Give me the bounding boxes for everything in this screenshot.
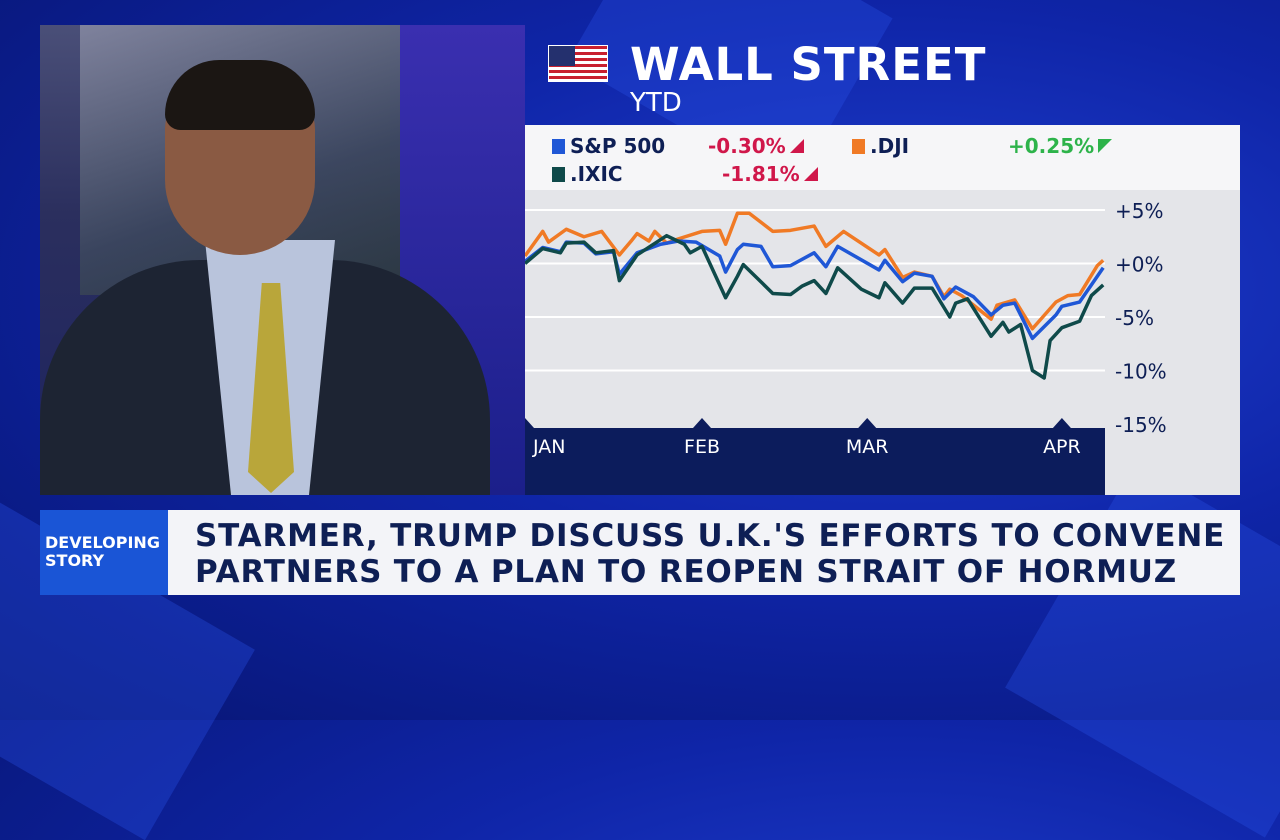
y-tick-label: -10%	[1115, 360, 1167, 384]
legend-label: S&P 500	[570, 134, 666, 158]
ytd-line-chart: JAN FEB MAR APR +5% +0% -5% -10% -15%	[525, 190, 1240, 495]
legend-item-dji: .DJI	[852, 134, 909, 158]
x-tick-label: APR	[1043, 436, 1081, 458]
legend-swatch	[552, 166, 565, 182]
y-tick-label: -15%	[1115, 413, 1167, 437]
legend-change-ixic: -1.81%	[722, 162, 818, 186]
x-tick-marker	[693, 418, 711, 428]
chart-legend: S&P 500 -0.30% .DJI +0.25% .IXIC -1.81%	[525, 125, 1240, 190]
tag-line: STORY	[45, 551, 105, 570]
headline-line: STARMER, TRUMP DISCUSS U.K.'S EFFORTS TO…	[195, 518, 1226, 554]
change-value: -1.81%	[722, 162, 800, 186]
us-flag-icon	[548, 45, 608, 82]
legend-swatch	[552, 138, 565, 154]
x-tick-marker	[525, 418, 534, 428]
developing-story-tag: DEVELOPING STORY	[40, 510, 168, 595]
y-tick-label: -5%	[1115, 306, 1154, 330]
x-tick-label: MAR	[846, 436, 889, 458]
series-line-dji	[525, 211, 1105, 331]
presenter-hair	[165, 60, 315, 130]
change-value: -0.30%	[708, 134, 786, 158]
presenter-video-feed	[40, 25, 525, 495]
change-value: +0.25%	[1008, 134, 1095, 158]
legend-item-sp500: S&P 500	[552, 134, 665, 158]
legend-change-sp500: -0.30%	[708, 134, 804, 158]
y-tick-label: +5%	[1115, 199, 1164, 223]
headline-banner: STARMER, TRUMP DISCUSS U.K.'S EFFORTS TO…	[168, 510, 1240, 595]
x-tick-marker	[1052, 418, 1071, 428]
x-tick-marker	[858, 418, 877, 428]
x-tick-label: JAN	[532, 436, 565, 458]
down-triangle-icon	[803, 167, 818, 181]
legend-swatch	[852, 138, 865, 154]
legend-item-ixic: .IXIC	[552, 162, 623, 186]
headline-line: PARTNERS TO A PLAN TO REOPEN STRAIT OF H…	[195, 554, 1177, 590]
x-tick-label: FEB	[684, 436, 720, 458]
x-axis-band	[525, 428, 1105, 495]
legend-label: .IXIC	[570, 162, 623, 186]
up-triangle-icon	[1098, 139, 1113, 153]
legend-label: .DJI	[870, 134, 910, 158]
graphic-subtitle: YTD	[630, 88, 682, 118]
legend-change-dji: +0.25%	[1008, 134, 1113, 158]
graphic-title: WALL STREET	[630, 38, 987, 91]
down-triangle-icon	[789, 139, 804, 153]
series-line-ixic	[525, 233, 1105, 380]
tag-line: DEVELOPING	[45, 533, 160, 552]
y-tick-label: +0%	[1115, 253, 1164, 277]
